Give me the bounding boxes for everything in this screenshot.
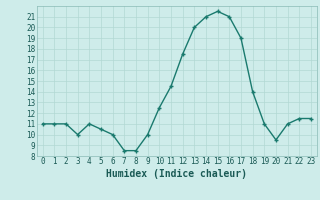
X-axis label: Humidex (Indice chaleur): Humidex (Indice chaleur) bbox=[106, 169, 247, 179]
